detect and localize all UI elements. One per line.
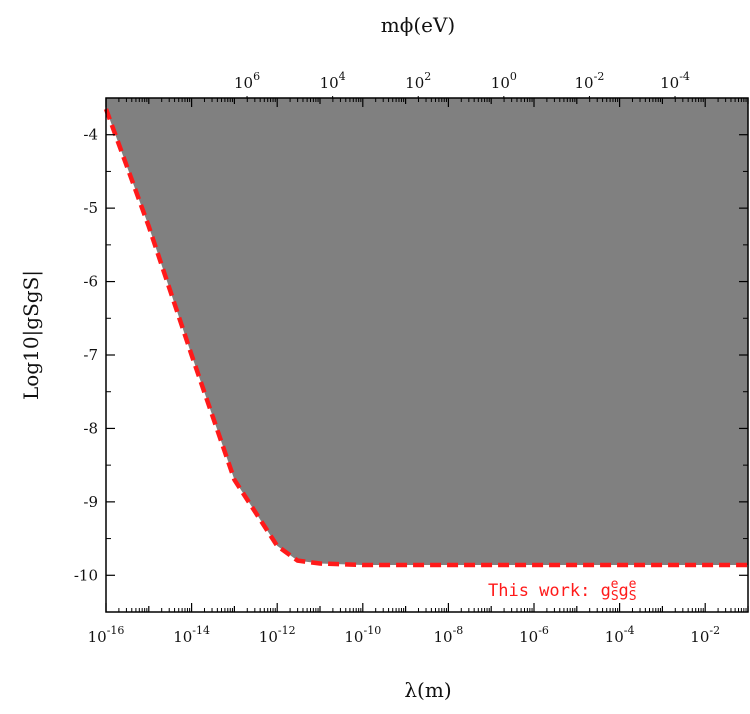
top-tick-label: 106	[234, 70, 260, 92]
x-tick-base: 10	[433, 628, 452, 646]
x-axis-title: λ(m)	[404, 678, 451, 702]
x-tick-exponent: -6	[538, 624, 549, 637]
top-tick-label: 10-4	[660, 70, 690, 92]
x-tick-exponent: -12	[278, 624, 296, 637]
top-tick-base: 10	[405, 74, 424, 92]
x-tick-exponent: -8	[453, 624, 464, 637]
x-tick-exponent: -10	[363, 624, 381, 637]
legend-sub-1: S	[611, 589, 619, 604]
y-tick-label: -6	[83, 273, 98, 291]
top-axis-title: mϕ(eV)	[381, 13, 455, 37]
x-tick-label: 10-6	[519, 624, 549, 646]
top-tick-label: 100	[491, 70, 517, 92]
top-tick-base: 10	[660, 74, 679, 92]
y-tick-label: -7	[83, 346, 98, 364]
y-tick-label: -9	[83, 493, 98, 511]
top-tick-exponent: -2	[594, 70, 605, 83]
x-tick-exponent: -2	[709, 624, 720, 637]
x-tick-base: 10	[344, 628, 363, 646]
top-tick-base: 10	[491, 74, 510, 92]
x-tick-label: 10-2	[690, 624, 720, 646]
y-tick-label: -4	[83, 126, 98, 144]
legend-text-main: This work: g	[488, 581, 611, 601]
top-tick-base: 10	[320, 74, 339, 92]
x-tick-exponent: -14	[192, 624, 210, 637]
x-tick-base: 10	[690, 628, 709, 646]
x-tick-label: 10-4	[605, 624, 635, 646]
legend-label: This work: gSegSe	[488, 577, 637, 604]
top-tick-label: 10-2	[575, 70, 605, 92]
top-tick-base: 10	[234, 74, 253, 92]
top-tick-exponent: 2	[424, 70, 431, 83]
excluded-region	[106, 98, 748, 565]
x-tick-base: 10	[88, 628, 107, 646]
legend-sup-1: e	[611, 577, 619, 592]
legend-text-mid: g	[618, 581, 628, 601]
x-tick-base: 10	[519, 628, 538, 646]
x-tick-base: 10	[605, 628, 624, 646]
y-tick-label: -8	[83, 419, 98, 437]
top-tick-exponent: -4	[679, 70, 690, 83]
top-tick-label: 102	[405, 70, 431, 92]
x-tick-label: 10-10	[344, 624, 381, 646]
y-tick-label: -5	[83, 199, 98, 217]
legend-sup-2: e	[629, 577, 637, 592]
y-axis-title: Log10|gSgS|	[19, 270, 44, 400]
x-tick-label: 10-16	[88, 624, 125, 646]
x-tick-exponent: -4	[624, 624, 635, 637]
x-tick-label: 10-14	[173, 624, 210, 646]
top-tick-label: 104	[320, 70, 346, 92]
x-tick-exponent: -16	[107, 624, 125, 637]
legend: This work: gSegSe	[488, 577, 637, 604]
x-tick-label: 10-12	[259, 624, 296, 646]
top-tick-base: 10	[575, 74, 594, 92]
constraint-line	[103, 108, 748, 568]
x-tick-base: 10	[259, 628, 278, 646]
top-tick-exponent: 0	[510, 70, 517, 83]
x-tick-base: 10	[173, 628, 192, 646]
y-tick-label: -10	[74, 566, 98, 584]
top-tick-exponent: 4	[339, 70, 346, 83]
top-tick-exponent: 6	[253, 70, 260, 83]
x-tick-label: 10-8	[433, 624, 463, 646]
legend-sub-2: S	[629, 589, 637, 604]
